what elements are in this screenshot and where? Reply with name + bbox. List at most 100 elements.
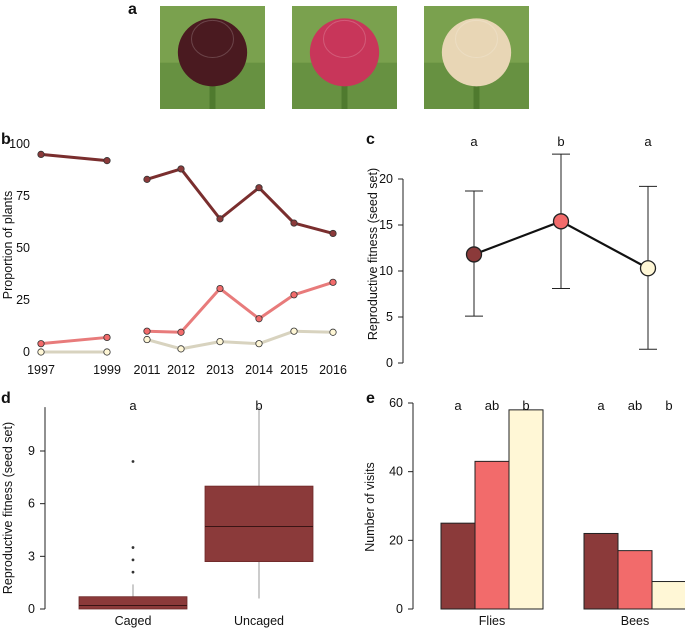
e-bar-bees-cream xyxy=(651,581,685,610)
d-y-tick-label: 3 xyxy=(28,549,35,563)
b-data-point-red xyxy=(329,278,337,286)
d-y-axis-label: Reproductive fitness (seed set) xyxy=(1,422,15,594)
b-data-point-red xyxy=(177,328,185,336)
b-y-tick-label: 25 xyxy=(16,293,30,307)
dark-flower-photo xyxy=(160,6,265,109)
b-y-tick-label: 75 xyxy=(16,189,30,203)
b-data-point-cream xyxy=(177,345,185,353)
cream-flower-photo xyxy=(424,6,529,109)
b-y-axis-label: Proportion of plants xyxy=(1,191,15,299)
e-y-tick-label: 0 xyxy=(396,602,403,616)
panel-d-box-chart: Reproductive fitness (seed set) 0 3 6 9 Cage… xyxy=(1,398,314,628)
e-bar-bees-red xyxy=(617,550,653,610)
panel-label-e: e xyxy=(366,390,375,407)
d-y-tick-label: 9 xyxy=(28,444,35,458)
c-y-tick-label: 10 xyxy=(379,264,393,278)
c-y-axis-label: Reproductive fitness (seed set) xyxy=(366,168,380,340)
b-data-point-cream xyxy=(37,348,45,356)
d-box-uncaged xyxy=(204,485,314,563)
e-significance-letter: ab xyxy=(628,398,642,413)
e-y-tick-label: 20 xyxy=(389,533,403,547)
c-significance-letter: a xyxy=(470,134,478,149)
flower-stem xyxy=(209,67,216,109)
b-series-line-dark xyxy=(40,152,108,163)
e-y-tick-label: 60 xyxy=(389,396,403,410)
c-y-tick-label: 0 xyxy=(386,356,393,370)
b-data-point-dark xyxy=(329,229,337,238)
e-y-axis-label: Number of visits xyxy=(363,462,377,552)
d-outlier-point xyxy=(131,460,135,463)
b-data-point-red xyxy=(255,315,263,323)
b-data-point-red xyxy=(216,284,224,293)
e-x-category-label: Flies xyxy=(479,614,505,628)
d-x-category-label: Caged xyxy=(115,614,152,628)
panel-b-line-chart: Proportion of plants 0 25 50 75 100 1997 1999 2… xyxy=(1,137,347,377)
b-data-point-dark xyxy=(143,175,151,183)
e-bar-flies-red xyxy=(474,460,510,610)
e-bar-bees-dark xyxy=(583,532,619,610)
flower-photos xyxy=(160,6,529,109)
b-data-point-dark xyxy=(177,165,185,173)
b-series-line-red xyxy=(146,280,334,334)
d-outlier-point xyxy=(131,570,135,574)
panel-label-d: d xyxy=(1,390,11,407)
b-data-point-cream xyxy=(143,335,151,344)
b-data-point-cream xyxy=(216,337,224,346)
flower-stem xyxy=(341,67,348,109)
flower-head-top xyxy=(191,19,234,58)
d-x-category-label: Uncaged xyxy=(234,614,284,628)
b-series-line-dark xyxy=(146,167,334,235)
b-x-tick-label: 2014 xyxy=(245,363,273,377)
b-y-tick-label: 50 xyxy=(16,241,30,255)
b-data-point-red xyxy=(37,340,45,348)
c-y-tick-label: 15 xyxy=(379,218,393,232)
e-significance-letter: a xyxy=(597,398,605,413)
b-data-point-red xyxy=(290,291,298,299)
red-flower-photo xyxy=(292,6,397,109)
b-x-tick-label: 1997 xyxy=(27,363,55,377)
c-mean-point-cream xyxy=(639,260,657,277)
c-y-tick-label: 5 xyxy=(386,310,393,324)
b-x-tick-label: 2015 xyxy=(280,363,308,377)
d-outlier-point xyxy=(131,546,135,549)
d-y-tick-label: 0 xyxy=(28,602,35,616)
c-mean-point-dark xyxy=(465,246,483,263)
b-series-line-cream xyxy=(146,329,334,351)
b-x-tick-label: 2013 xyxy=(206,363,234,377)
flower-head-top xyxy=(323,19,366,58)
b-data-point-dark xyxy=(255,184,263,192)
d-significance-letter: a xyxy=(129,398,137,413)
b-y-tick-label: 100 xyxy=(9,137,30,151)
flower-stem xyxy=(473,67,480,109)
b-data-point-cream xyxy=(329,328,337,336)
b-y-tick-label: 0 xyxy=(23,345,30,359)
panel-label-b: b xyxy=(1,131,11,148)
b-data-point-cream xyxy=(290,327,298,335)
c-y-tick-label: 20 xyxy=(379,172,393,186)
b-x-tick-label: 2016 xyxy=(319,363,347,377)
b-data-point-cream xyxy=(255,340,263,348)
panel-e-bar-chart: Number of visits 0 20 40 60 a ab b Flies a ab b Bee… xyxy=(363,396,685,628)
b-data-point-dark xyxy=(216,215,224,223)
e-bar-flies-dark xyxy=(440,522,476,610)
c-significance-letter: b xyxy=(557,134,564,149)
b-x-tick-label: 2012 xyxy=(167,363,195,377)
e-x-category-label: Bees xyxy=(621,614,650,628)
b-data-point-red xyxy=(143,327,151,335)
e-significance-letter: ab xyxy=(485,398,499,413)
d-y-tick-label: 6 xyxy=(28,497,35,511)
panel-label-c: c xyxy=(366,131,375,148)
e-bar-flies-cream xyxy=(508,409,544,610)
b-data-point-red xyxy=(103,333,111,342)
c-mean-point-red xyxy=(552,213,570,230)
d-box-caged xyxy=(78,596,188,610)
b-series-line-red xyxy=(40,335,108,346)
e-significance-letter: a xyxy=(454,398,462,413)
b-x-tick-label: 2011 xyxy=(134,363,161,377)
flower-head-top xyxy=(455,19,498,58)
panel-label-a: a xyxy=(128,1,137,18)
d-outlier-point xyxy=(131,558,135,562)
e-significance-letter: b xyxy=(522,398,529,413)
b-data-point-dark xyxy=(290,219,298,227)
